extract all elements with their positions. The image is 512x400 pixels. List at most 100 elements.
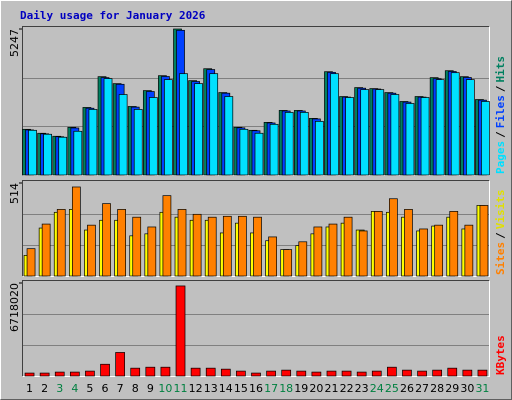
x-tick-label: 27 xyxy=(415,382,429,395)
bar xyxy=(190,367,201,377)
legend-separator: / xyxy=(494,85,507,92)
bar xyxy=(39,372,50,377)
x-tick-label: 15 xyxy=(234,382,248,395)
bar xyxy=(360,89,370,176)
bar xyxy=(405,103,415,176)
legend-entry: Hits xyxy=(494,56,507,83)
bar xyxy=(222,215,232,277)
x-tick-label: 29 xyxy=(445,382,459,395)
bar xyxy=(313,226,323,277)
x-tick-label: 13 xyxy=(204,382,218,395)
bar xyxy=(26,248,36,277)
bar xyxy=(434,224,444,277)
x-tick-label: 6 xyxy=(102,382,109,395)
legend: KBytes xyxy=(494,335,507,375)
bar xyxy=(133,109,143,176)
bar xyxy=(28,129,37,176)
bar xyxy=(268,236,277,277)
bar xyxy=(284,112,294,176)
legend-separator: / xyxy=(494,232,507,239)
bar xyxy=(481,101,490,176)
x-tick-label: 28 xyxy=(430,382,444,395)
x-tick-label: 2 xyxy=(41,382,48,395)
panel-shadow xyxy=(22,280,490,377)
y-tick-label: 5247 xyxy=(8,29,21,57)
bar xyxy=(341,370,352,377)
bar xyxy=(343,216,353,277)
bar xyxy=(253,216,262,277)
bar xyxy=(420,97,430,176)
bar xyxy=(87,224,96,277)
bar xyxy=(432,369,443,377)
bar xyxy=(148,97,158,176)
bar xyxy=(254,132,264,176)
x-tick-label: 5 xyxy=(86,382,93,395)
bar xyxy=(102,203,111,277)
y-tick-label: 6718020 xyxy=(8,283,21,332)
x-tick-label: 12 xyxy=(189,382,203,395)
bar xyxy=(375,89,385,176)
bar xyxy=(326,370,337,377)
bar xyxy=(283,249,293,277)
bar xyxy=(390,94,400,176)
x-tick-label: 21 xyxy=(324,382,338,395)
bar xyxy=(404,209,413,277)
bar xyxy=(88,109,98,176)
bar xyxy=(345,97,354,176)
bar xyxy=(358,230,368,277)
x-tick-label: 3 xyxy=(56,382,63,395)
bar xyxy=(236,370,246,377)
bar xyxy=(175,285,186,377)
bar xyxy=(479,205,489,277)
legend: Pages / Files / Hits xyxy=(494,56,507,174)
bar xyxy=(239,128,249,176)
bar xyxy=(296,370,307,377)
bar xyxy=(41,223,51,277)
bar xyxy=(266,370,276,377)
bar xyxy=(164,79,173,176)
bar xyxy=(330,73,339,176)
x-tick-label: 19 xyxy=(294,382,308,395)
bar xyxy=(177,209,187,277)
bar xyxy=(328,223,338,277)
bar xyxy=(402,369,412,377)
legend-entry: KBytes xyxy=(494,335,507,375)
bar xyxy=(43,133,52,176)
x-tick-label: 30 xyxy=(460,382,474,395)
bar xyxy=(449,211,459,277)
bar xyxy=(58,136,68,176)
bar xyxy=(224,96,234,176)
bar xyxy=(73,130,83,176)
bar xyxy=(192,213,202,277)
bar xyxy=(466,79,475,176)
bar xyxy=(24,372,35,377)
panel-shadow xyxy=(22,180,490,277)
bar xyxy=(145,366,156,377)
legend-entry: Pages xyxy=(494,141,507,174)
bar xyxy=(389,198,398,277)
x-tick-label: 10 xyxy=(158,382,172,395)
bar xyxy=(71,186,81,277)
x-tick-label: 26 xyxy=(400,382,414,395)
panel-shadow xyxy=(22,26,490,176)
bar xyxy=(251,372,261,377)
bar xyxy=(160,366,171,377)
bar xyxy=(269,123,279,176)
bar xyxy=(417,370,427,377)
y-tick-label: 514 xyxy=(8,183,21,204)
x-tick-label: 25 xyxy=(385,382,399,395)
x-tick-label: 11 xyxy=(174,382,188,395)
bar xyxy=(371,370,382,377)
bar xyxy=(103,78,113,176)
bar xyxy=(435,79,445,176)
bar xyxy=(69,371,80,377)
bar xyxy=(194,83,203,176)
x-tick-label: 14 xyxy=(219,382,233,395)
x-tick-label: 22 xyxy=(340,382,354,395)
bar xyxy=(450,72,460,176)
x-tick-label: 7 xyxy=(117,382,124,395)
chart-title: Daily usage for January 2026 xyxy=(20,9,206,22)
x-tick-label: 23 xyxy=(355,382,369,395)
panel xyxy=(22,280,490,377)
